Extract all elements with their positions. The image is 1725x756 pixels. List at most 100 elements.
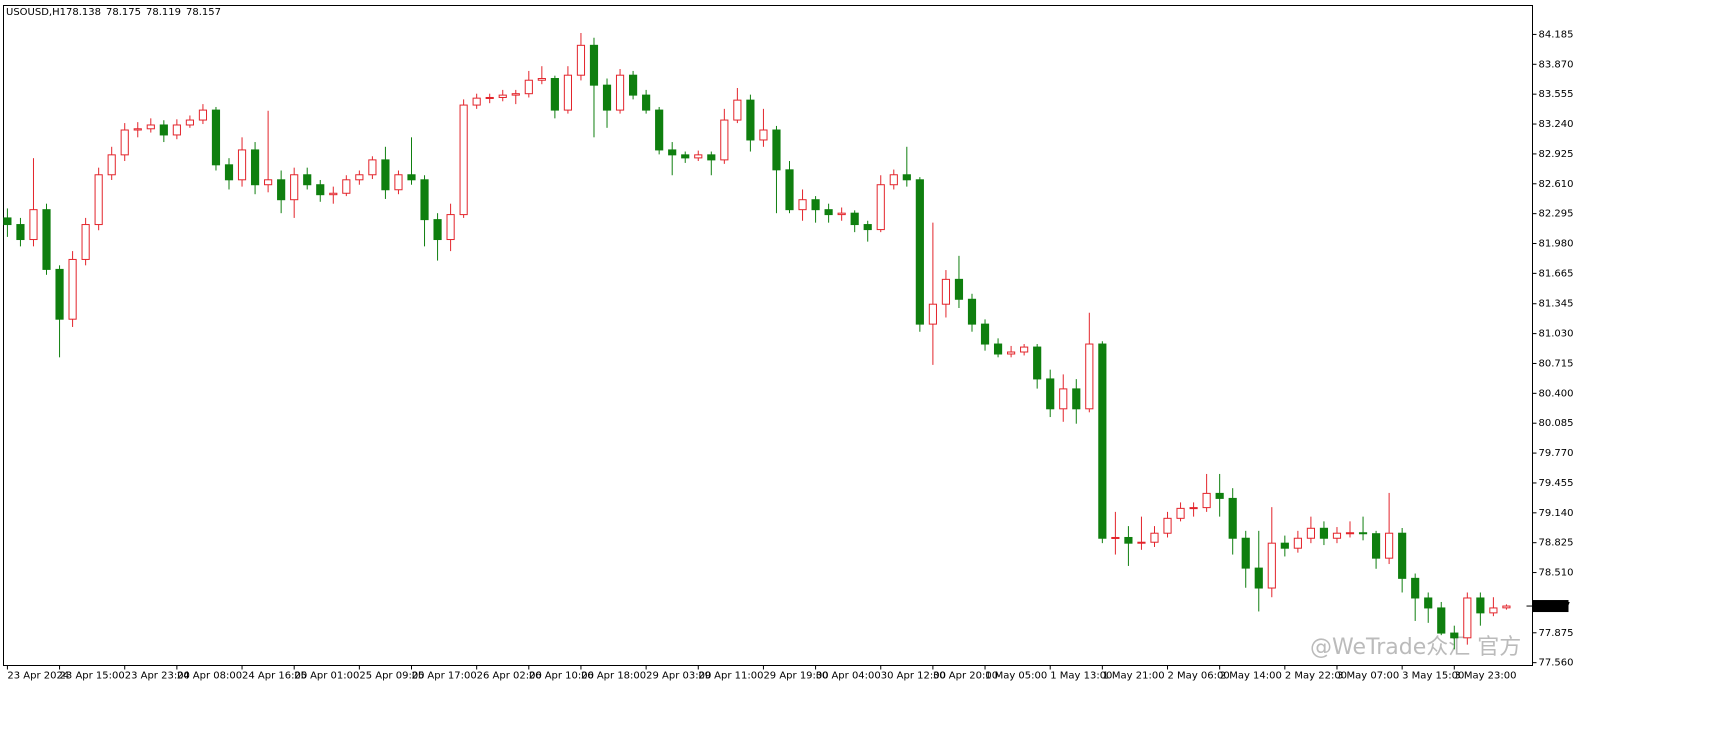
candle-body — [1306, 527, 1315, 539]
candle-body — [381, 159, 390, 191]
candle-body — [290, 174, 299, 201]
candle-body — [368, 159, 377, 176]
y-tick-label: 80.085 — [1539, 418, 1574, 429]
y-tick-label: 81.665 — [1539, 268, 1574, 279]
candle-body — [1046, 378, 1055, 410]
candle-body — [941, 278, 951, 305]
candle-body — [1150, 532, 1159, 543]
y-tick-label: 83.870 — [1539, 59, 1574, 70]
y-tick-label: 78.510 — [1539, 568, 1574, 579]
x-tick-label: 26 Apr 02:00 — [477, 671, 542, 682]
last-price-label: 78.157 — [1536, 601, 1571, 612]
candle-body — [459, 104, 468, 216]
candle-body — [1332, 532, 1342, 539]
candle-body — [928, 303, 937, 325]
x-tick-label: 1 May 05:00 — [985, 671, 1047, 682]
candle-body — [615, 74, 625, 111]
x-tick-label: 26 Apr 18:00 — [581, 671, 646, 682]
candle-body — [511, 93, 520, 96]
candle-body — [250, 149, 260, 186]
x-tick-label: 25 Apr 17:00 — [411, 671, 476, 682]
candle-body — [433, 219, 442, 241]
candle-body — [420, 179, 429, 221]
candle-body — [68, 258, 77, 320]
candle-body — [1124, 536, 1133, 544]
candle-body — [1176, 507, 1185, 519]
candle-body — [159, 124, 168, 136]
candle-body — [42, 209, 51, 270]
y-tick-label: 82.925 — [1539, 149, 1574, 160]
candle-body — [1280, 542, 1289, 549]
x-tick-label: 25 Apr 01:00 — [294, 671, 359, 682]
x-tick-label: 30 Apr 12:00 — [881, 671, 946, 682]
candle-body — [1098, 343, 1107, 539]
candle-body — [1411, 577, 1420, 599]
candle-body — [1020, 346, 1029, 353]
candle-body — [133, 128, 142, 131]
x-tick-label: 2 May 22:00 — [1285, 671, 1347, 682]
candle-body — [498, 94, 507, 98]
candle-body — [1502, 605, 1511, 609]
candle-body — [733, 99, 742, 121]
candle-body — [329, 192, 338, 196]
header-value: 78.138 — [66, 7, 101, 18]
candle-body — [1293, 537, 1302, 549]
candle-body — [1450, 632, 1459, 639]
candle-body — [355, 174, 364, 181]
y-tick-label: 78.825 — [1539, 538, 1574, 549]
candle-body — [407, 174, 416, 181]
y-tick-label: 79.770 — [1539, 448, 1574, 459]
candle-body — [1163, 517, 1172, 534]
candle-body — [342, 179, 351, 194]
y-tick-label: 82.295 — [1539, 209, 1574, 220]
candle-body — [642, 94, 651, 111]
x-tick-label: 23 Apr 2024 — [7, 671, 69, 682]
x-tick-label: 3 May 07:00 — [1337, 671, 1399, 682]
y-tick-label: 79.140 — [1539, 508, 1574, 519]
y-tick-label: 80.400 — [1539, 388, 1574, 399]
y-tick-label: 80.715 — [1539, 358, 1574, 369]
y-tick-label: 79.455 — [1539, 478, 1574, 489]
candle-body — [1215, 492, 1224, 499]
candle-body — [1189, 507, 1198, 510]
header-value: 78.175 — [106, 7, 141, 18]
candle-body — [1137, 541, 1146, 544]
candle-body — [185, 119, 194, 126]
candle-body — [1254, 567, 1263, 589]
candle-body — [146, 124, 155, 130]
last-price-box — [1532, 600, 1569, 613]
candle-body — [277, 179, 286, 201]
x-tick-label: 30 Apr 04:00 — [816, 671, 881, 682]
candle-body — [798, 199, 807, 211]
candle-body — [1033, 346, 1042, 380]
candle-body — [707, 154, 716, 161]
watermark: @WeTrade众汇 官方 — [1310, 635, 1521, 660]
candle-body — [602, 84, 612, 111]
candle-body — [537, 78, 546, 81]
candle-body — [1398, 532, 1407, 579]
candle-body — [889, 174, 898, 186]
candle-body — [850, 212, 859, 226]
x-tick-label: 25 Apr 09:00 — [359, 671, 424, 682]
candle-body — [589, 44, 599, 86]
x-tick-label: 3 May 15:00 — [1402, 671, 1464, 682]
candle-body — [55, 268, 64, 320]
candle-body — [81, 224, 90, 260]
candle-body — [394, 174, 403, 191]
candle-body — [1424, 597, 1433, 609]
candle-body — [120, 129, 129, 156]
candle-body — [524, 79, 533, 95]
candle-body — [446, 214, 455, 241]
candle-body — [1267, 542, 1276, 589]
x-tick-label: 1 May 13:00 — [1050, 671, 1112, 682]
candle-body — [785, 169, 794, 211]
x-tick-label: 30 Apr 20:00 — [933, 671, 998, 682]
x-tick-label: 29 Apr 03:00 — [646, 671, 711, 682]
candle-body — [993, 343, 1003, 355]
candle-body — [772, 129, 781, 171]
candle-body — [1228, 497, 1237, 539]
candle-body — [172, 124, 181, 136]
candle-body — [1085, 343, 1094, 410]
x-tick-label: 24 Apr 16:00 — [242, 671, 307, 682]
